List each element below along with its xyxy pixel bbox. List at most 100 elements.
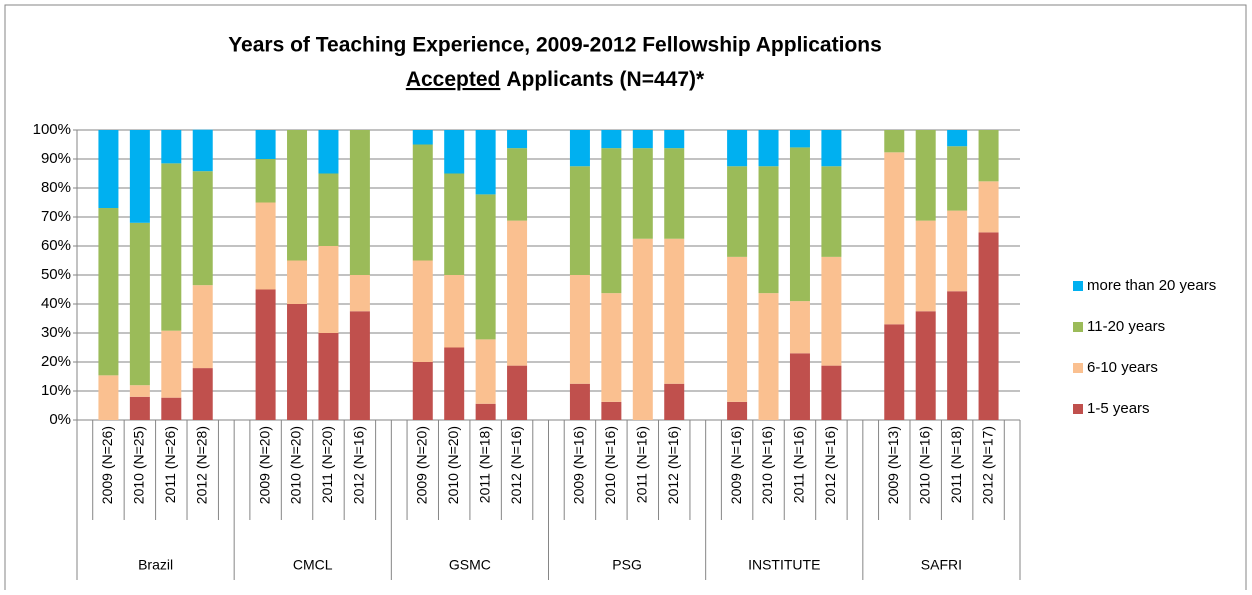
x-tick-label: 2011 (N=16): [634, 426, 650, 503]
legend-label: 6-10 years: [1087, 359, 1158, 376]
bar-segment: [98, 130, 119, 209]
bar-segment: [978, 130, 999, 182]
x-tick-label: 2009 (N=20): [413, 426, 429, 504]
legend-swatch: [1073, 322, 1083, 332]
x-tick-label: 2012 (N=17): [979, 426, 995, 504]
bar-segment: [789, 353, 810, 420]
x-tick-label: 2010 (N=20): [288, 426, 304, 504]
bar-segment: [569, 130, 590, 167]
y-tick-label: 100%: [33, 121, 71, 138]
bar-segment: [947, 291, 968, 420]
bar-segment: [664, 238, 685, 384]
bar-segment: [349, 275, 370, 312]
bar-segment: [287, 260, 308, 304]
y-tick-label: 10%: [41, 382, 71, 399]
bar-segment: [287, 304, 308, 420]
bar-segment: [507, 148, 528, 221]
x-tick-label: 2012 (N=16): [665, 426, 681, 504]
bar-segment: [129, 130, 150, 223]
y-tick-label: 0%: [49, 411, 71, 428]
y-tick-label: 80%: [41, 179, 71, 196]
bar-segment: [915, 220, 936, 312]
bar-segment: [884, 152, 905, 325]
bar-segment: [161, 330, 182, 398]
x-tick-label: 2012 (N=28): [193, 426, 209, 504]
bar-segment: [789, 130, 810, 148]
bar-segment: [349, 311, 370, 420]
y-tick-label: 50%: [41, 266, 71, 283]
bar-segment: [664, 148, 685, 239]
legend-swatch: [1073, 404, 1083, 414]
x-tick-label: 2010 (N=16): [916, 426, 932, 504]
y-tick-label: 60%: [41, 237, 71, 254]
bar-segment: [412, 260, 433, 362]
group-label: PSG: [612, 557, 642, 573]
bar-segment: [664, 383, 685, 420]
bar-segment: [412, 362, 433, 420]
bar-segment: [255, 159, 276, 203]
y-tick-label: 20%: [41, 353, 71, 370]
bar-segment: [947, 210, 968, 292]
x-tick-label: 2011 (N=20): [319, 426, 335, 503]
bar-segment: [192, 285, 213, 369]
x-tick-label: 2010 (N=25): [131, 426, 147, 504]
bar-segment: [569, 166, 590, 275]
bar-segment: [475, 403, 496, 420]
subtitle-underlined: Accepted: [406, 68, 501, 91]
bar-segment: [318, 130, 339, 174]
legend-swatch: [1073, 363, 1083, 373]
bar-segment: [507, 365, 528, 420]
group-label: Brazil: [138, 557, 173, 573]
bar-segment: [601, 130, 622, 149]
bar-segment: [601, 293, 622, 402]
bar-segment: [727, 256, 748, 402]
bar-segment: [727, 401, 748, 420]
x-tick-label: 2009 (N=16): [728, 426, 744, 504]
bar-segment: [444, 275, 465, 348]
bar-segment: [412, 130, 433, 145]
group-label: GSMC: [449, 557, 491, 573]
bar-segment: [758, 293, 779, 420]
bar-segment: [664, 130, 685, 149]
bar-segment: [632, 238, 653, 420]
x-tick-label: 2011 (N=18): [476, 426, 492, 503]
bar-segment: [947, 130, 968, 147]
bar-segment: [569, 383, 590, 420]
x-tick-label: 2010 (N=20): [445, 426, 461, 504]
bar-segment: [192, 368, 213, 420]
bar-segment: [475, 130, 496, 195]
bar-segment: [915, 311, 936, 420]
bar-segment: [444, 130, 465, 174]
bar-segment: [318, 173, 339, 246]
bar-segment: [758, 166, 779, 294]
chart-subtitle: Accepted Applicants (N=447)*: [406, 68, 705, 91]
x-tick-label: 2009 (N=26): [99, 426, 115, 504]
bar-segment: [758, 130, 779, 167]
group-label: INSTITUTE: [748, 557, 820, 573]
x-tick-label: 2011 (N=26): [162, 426, 178, 503]
chart-title: Years of Teaching Experience, 2009-2012 …: [228, 34, 882, 57]
bar-segment: [821, 365, 842, 420]
bar-segment: [632, 130, 653, 149]
bar-segment: [129, 396, 150, 420]
chart-frame: [4, 4, 1247, 595]
bar-segment: [507, 130, 528, 149]
x-tick-label: 2009 (N=16): [571, 426, 587, 504]
legend-label: 1-5 years: [1087, 400, 1150, 417]
bar-segment: [349, 130, 370, 275]
subtitle-rest: Applicants (N=447)*: [506, 68, 705, 91]
bar-segment: [255, 289, 276, 420]
bar-segment: [821, 166, 842, 257]
bar-segment: [475, 194, 496, 340]
bar-segment: [884, 324, 905, 420]
bar-segment: [727, 130, 748, 167]
bar-segment: [161, 163, 182, 331]
bar-segment: [507, 220, 528, 366]
group-label: SAFRI: [921, 557, 962, 573]
bar-segment: [255, 202, 276, 290]
x-tick-label: 2010 (N=16): [602, 426, 618, 504]
bar-segment: [444, 173, 465, 275]
y-tick-label: 40%: [41, 295, 71, 312]
y-tick-label: 70%: [41, 208, 71, 225]
